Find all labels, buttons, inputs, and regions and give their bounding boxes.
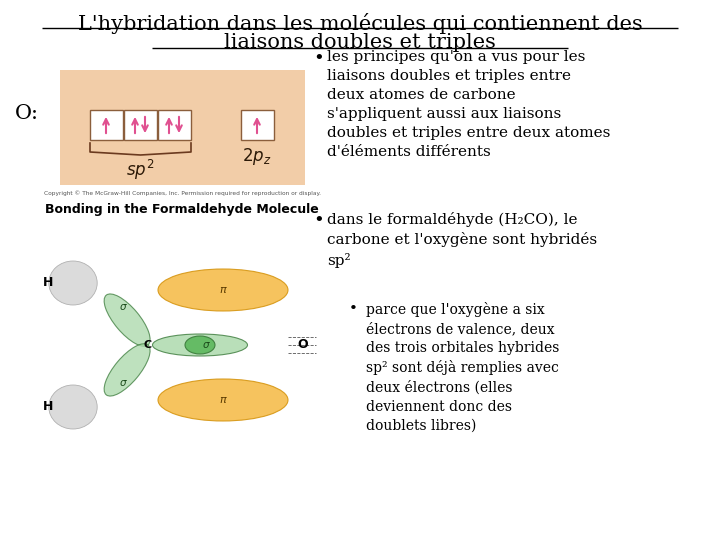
Ellipse shape	[158, 269, 288, 311]
Bar	[158, 110, 191, 140]
Text: σ: σ	[203, 340, 210, 350]
Text: σ: σ	[120, 378, 126, 388]
Bar	[90, 110, 123, 140]
Text: Bonding in the Formaldehyde Molecule: Bonding in the Formaldehyde Molecule	[45, 203, 319, 216]
Bar	[124, 110, 157, 140]
Text: O: O	[297, 339, 308, 352]
Text: $2p_z$: $2p_z$	[242, 146, 271, 167]
Ellipse shape	[49, 261, 97, 305]
Text: O:: O:	[15, 104, 39, 123]
Text: •: •	[349, 302, 358, 316]
Text: π: π	[220, 285, 226, 295]
Ellipse shape	[153, 334, 248, 356]
Text: parce que l'oxygène a six
électrons de valence, deux
des trois orbitales hybride: parce que l'oxygène a six électrons de v…	[366, 302, 559, 433]
Ellipse shape	[104, 294, 150, 346]
Bar	[241, 110, 274, 140]
Ellipse shape	[49, 385, 97, 429]
Text: σ: σ	[120, 302, 126, 312]
Text: L'hybridation dans les molécules qui contiennent des: L'hybridation dans les molécules qui con…	[78, 13, 642, 34]
Text: les principes qu'on a vus pour les
liaisons doubles et triples entre
deux atomes: les principes qu'on a vus pour les liais…	[327, 50, 611, 159]
Text: dans le formaldéhyde (H₂CO), le
carbone et l'oxygène sont hybridés
sp²: dans le formaldéhyde (H₂CO), le carbone …	[327, 212, 597, 268]
Text: H: H	[42, 276, 53, 289]
Text: liaisons doubles et triples: liaisons doubles et triples	[224, 33, 496, 52]
Text: •: •	[313, 50, 324, 68]
Ellipse shape	[158, 379, 288, 421]
Text: Copyright © The McGraw-Hill Companies, Inc. Permission required for reproduction: Copyright © The McGraw-Hill Companies, I…	[43, 190, 320, 195]
Text: π: π	[220, 395, 226, 405]
Text: •: •	[313, 212, 324, 230]
Ellipse shape	[185, 336, 215, 354]
Bar	[60, 70, 305, 185]
Text: H: H	[42, 401, 53, 414]
Text: C: C	[144, 340, 152, 350]
Ellipse shape	[104, 344, 150, 396]
Text: $sp^2$: $sp^2$	[126, 158, 155, 182]
